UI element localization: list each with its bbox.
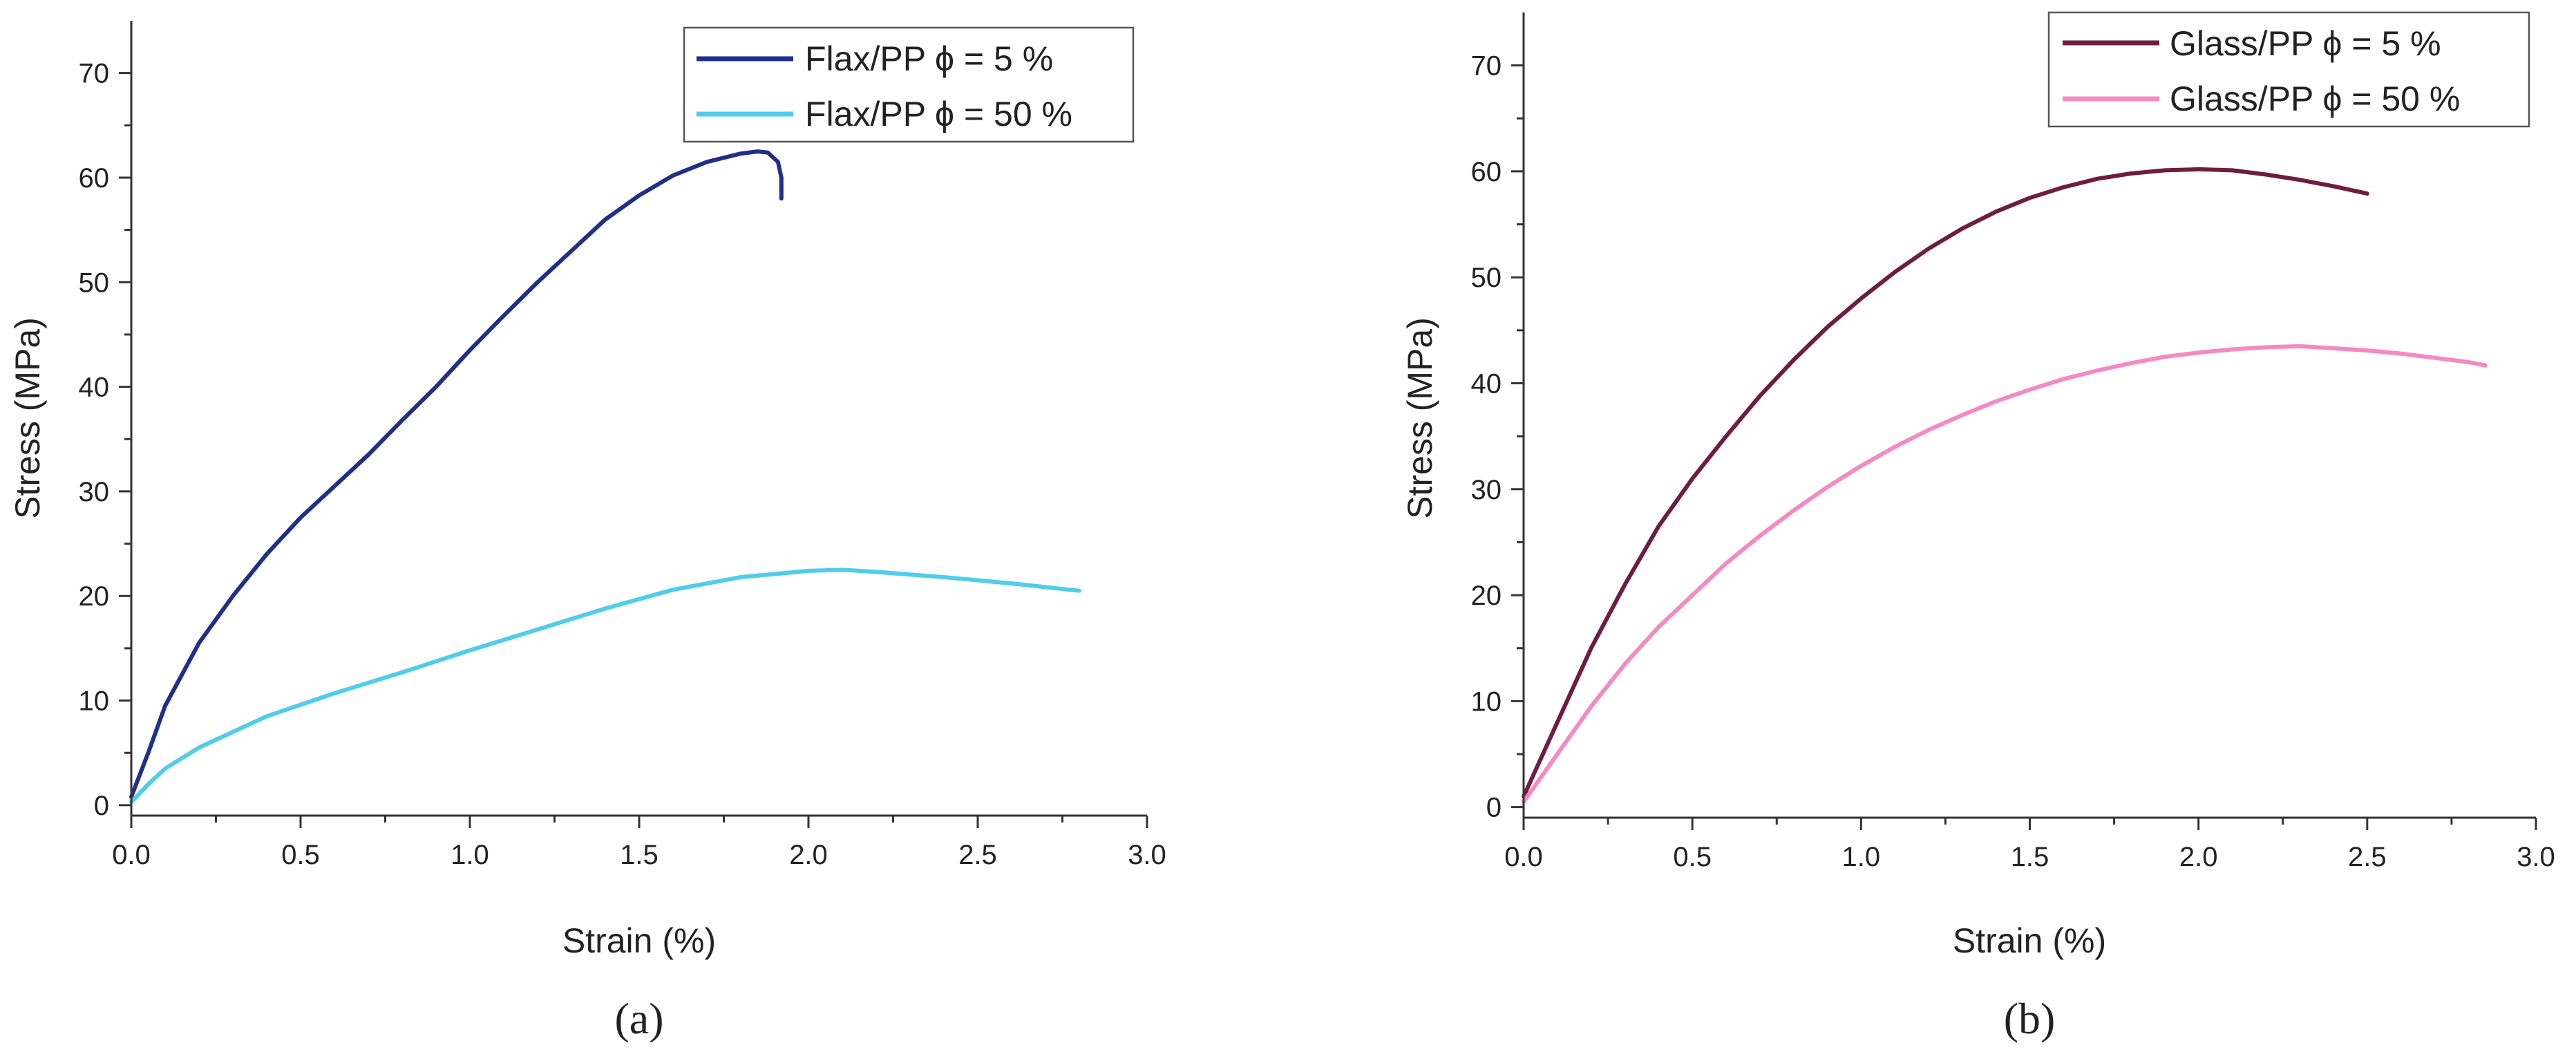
panel-b-legend-box <box>2047 11 2530 128</box>
panel-a-y-axis-title: Stress (MPa) <box>8 317 47 519</box>
panel-a-x-tick-label: 2.5 <box>958 840 997 870</box>
legend-label-flax-5: Flax/PP ϕ = 5 % <box>805 39 1053 78</box>
panel-b-x-tick-label: 1.0 <box>1842 842 1881 872</box>
panel-a-y-tick-label: 30 <box>79 477 110 507</box>
legend-label-glass-50: Glass/PP ϕ = 50 % <box>2170 79 2460 118</box>
series-line-flax-5 <box>129 149 784 799</box>
panel-b-x-tick-label: 2.0 <box>2179 842 2218 872</box>
panel-a-x-tick-label: 0.0 <box>112 840 151 870</box>
panel-b-y-tick-label: 50 <box>1471 263 1502 293</box>
panel-a-y-tick-label: 10 <box>79 686 110 717</box>
panel-b-x-tick-label: 0.0 <box>1504 842 1543 872</box>
panel-b-y-tick-label: 10 <box>1471 686 1502 717</box>
panel-b-plot-area <box>1524 12 2536 818</box>
series-line-glass-50 <box>1522 344 2488 804</box>
series-line-flax-50 <box>129 567 1081 805</box>
legend-label-glass-5: Glass/PP ϕ = 5 % <box>2170 24 2441 63</box>
panel-b-legend: Glass/PP ϕ = 5 % Glass/PP ϕ = 50 % <box>2047 11 2530 128</box>
panel-a-axes <box>130 21 1147 817</box>
panel-a-x-tick-label: 0.5 <box>281 840 320 870</box>
panel-b-ticks: 0.0 0.5 1.0 1.5 2.0 2.5 3.0 0 10 20 30 40 50 60 70 <box>1471 51 2555 872</box>
panel-a-y-tick-label: 50 <box>79 267 110 298</box>
panel-b-y-tick-label: 30 <box>1471 475 1502 505</box>
panel-b-y-tick-label: 0 <box>1486 793 1502 823</box>
panel-a-y-tick-label: 60 <box>79 163 110 194</box>
panel-a-series <box>129 149 1081 805</box>
panel-b-y-axis-title: Stress (MPa) <box>1401 317 1439 519</box>
panel-a-x-tick-label: 1.5 <box>620 840 659 870</box>
panel-a-y-tick-label: 40 <box>79 373 110 403</box>
panel-b-y-tick-label: 70 <box>1471 51 1502 82</box>
panel-b-y-tick-label: 60 <box>1471 157 1502 187</box>
panel-b-y-tick-label: 40 <box>1471 369 1502 400</box>
panel-b-label: (b) <box>2004 994 2056 1043</box>
panel-a-x-tick-label: 3.0 <box>1128 840 1166 870</box>
panel-b-y-tick-label: 20 <box>1471 581 1502 611</box>
panel-a-y-tick-label: 70 <box>79 59 110 89</box>
panel-a: 0.0 0.5 1.0 1.5 2.0 2.5 3.0 0 10 20 30 40 50 60 70 Fla… <box>8 21 1166 1043</box>
panel-a-ticks: 0.0 0.5 1.0 1.5 2.0 2.5 3.0 0 10 20 30 40 50 60 70 <box>79 59 1166 870</box>
panel-b: 0.0 0.5 1.0 1.5 2.0 2.5 3.0 0 10 20 30 40 50 60 70 Gla… <box>1401 11 2555 1043</box>
panel-a-legend: Flax/PP ϕ = 5 % Flax/PP ϕ = 50 % <box>683 26 1135 143</box>
panel-b-x-axis-title: Strain (%) <box>1953 921 2106 960</box>
series-line-glass-5 <box>1522 167 2369 799</box>
panel-b-x-tick-label: 0.5 <box>1673 842 1712 872</box>
panel-a-label: (a) <box>614 994 663 1043</box>
panel-a-legend-box <box>683 26 1135 143</box>
panel-b-series <box>1522 167 2488 804</box>
panel-b-x-tick-label: 1.5 <box>2011 842 2049 872</box>
legend-label-flax-50: Flax/PP ϕ = 50 % <box>805 95 1072 133</box>
panel-a-x-axis-title: Strain (%) <box>562 921 716 960</box>
panel-b-axes <box>1522 12 2536 819</box>
panel-a-x-tick-label: 1.0 <box>451 840 489 870</box>
panel-a-plot-area <box>131 21 1147 816</box>
panel-a-y-tick-label: 0 <box>94 791 109 821</box>
panel-a-y-tick-label: 20 <box>79 581 110 612</box>
panel-b-x-tick-label: 2.5 <box>2348 842 2387 872</box>
panel-b-x-tick-label: 3.0 <box>2517 842 2555 872</box>
panel-a-x-tick-label: 2.0 <box>789 840 828 870</box>
